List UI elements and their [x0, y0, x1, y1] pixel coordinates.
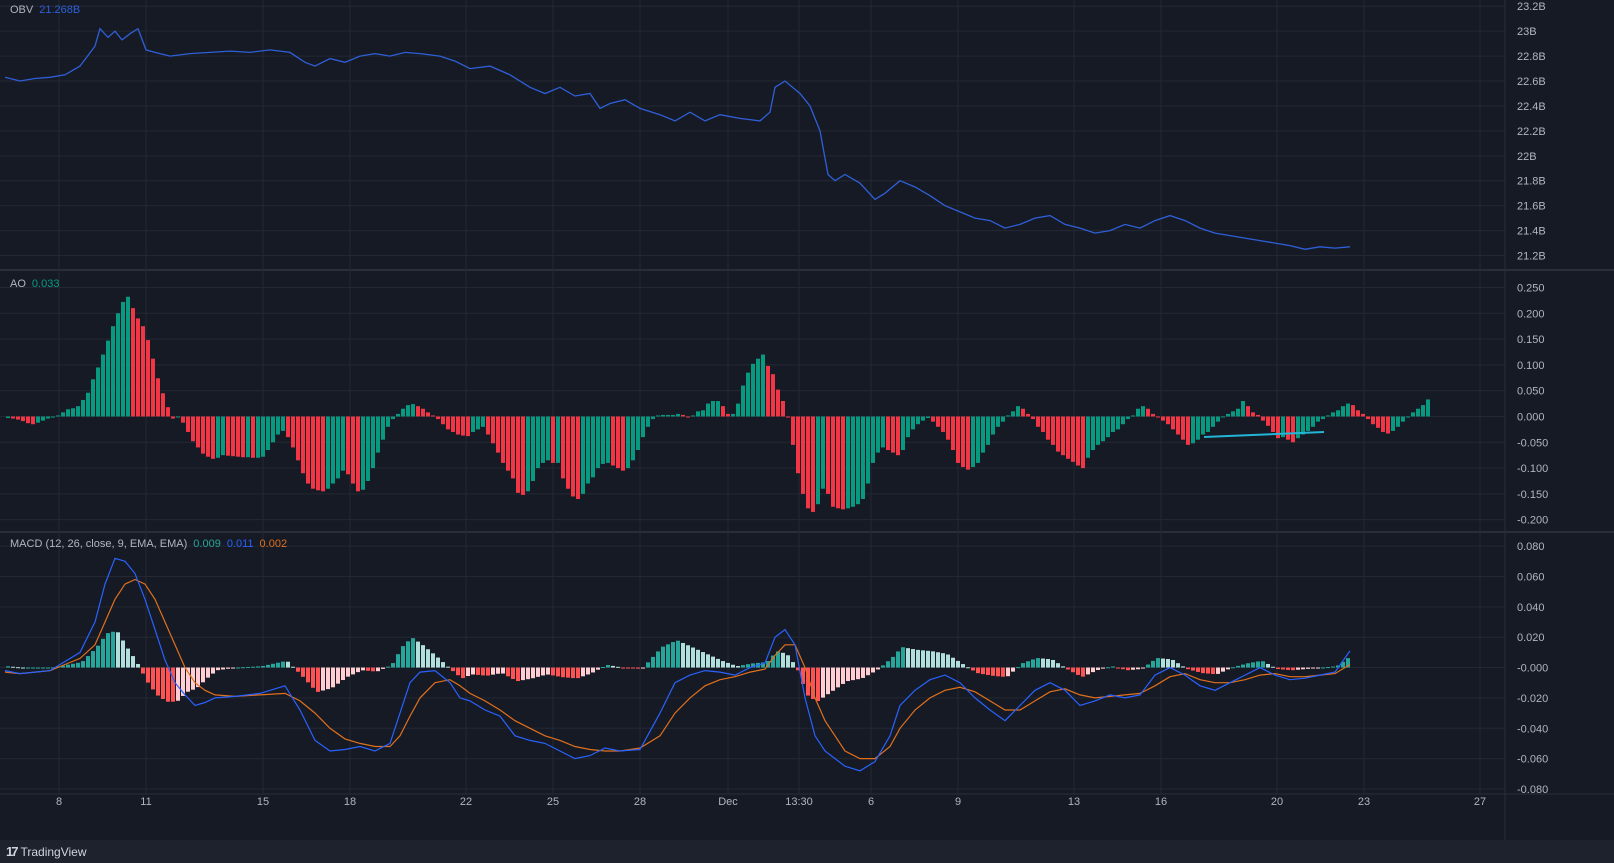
- macd-legend: MACD (12, 26, close, 9, EMA, EMA) 0.009 0.…: [10, 538, 293, 550]
- x-axis-tick: 23: [1358, 796, 1370, 808]
- macd-title: MACD (12, 26, close, 9, EMA, EMA): [10, 538, 188, 550]
- x-axis-tick: 22: [460, 796, 472, 808]
- y-axis-tick: 22.2B: [1517, 126, 1546, 138]
- y-axis-tick: 21.6B: [1517, 201, 1546, 213]
- tradingview-brand[interactable]: 17 TradingView: [6, 844, 87, 859]
- y-axis-tick: -0.080: [1517, 784, 1548, 796]
- x-axis-tick: 8: [56, 796, 62, 808]
- y-axis-tick: 21.8B: [1517, 176, 1546, 188]
- obv-line: [4, 27, 1351, 250]
- y-axis-tick: 21.2B: [1517, 251, 1546, 263]
- y-axis-tick: -0.020: [1517, 693, 1548, 705]
- x-axis-tick: 15: [257, 796, 269, 808]
- y-axis-tick: 23.2B: [1517, 1, 1546, 13]
- y-axis-tick: -0.040: [1517, 723, 1548, 735]
- y-axis-tick: -0.150: [1517, 489, 1548, 501]
- y-axis-tick: 22.4B: [1517, 101, 1546, 113]
- macd-signal-value: 0.002: [259, 538, 288, 550]
- ao-histogram: [6, 296, 1430, 512]
- x-axis-tick: 25: [547, 796, 559, 808]
- y-axis-tick: 0.150: [1517, 334, 1545, 346]
- y-axis-tick: -0.100: [1517, 463, 1548, 475]
- macd-histogram: [6, 631, 1350, 702]
- y-axis-tick: 0.250: [1517, 282, 1545, 294]
- y-axis-tick: 0.000: [1517, 411, 1545, 423]
- y-axis-tick: 0.020: [1517, 632, 1545, 644]
- obv-legend: OBV 21.268B: [10, 4, 86, 16]
- x-axis-tick: 18: [344, 796, 356, 808]
- x-axis-tick: 13: [1068, 796, 1080, 808]
- x-axis-tick: 9: [955, 796, 961, 808]
- x-axis-tick: 13:30: [785, 796, 813, 808]
- footer-bar: 17 TradingView: [0, 840, 1614, 863]
- brand-label: TradingView: [20, 844, 87, 859]
- x-axis-tick: 28: [634, 796, 646, 808]
- x-axis-tick: 16: [1155, 796, 1167, 808]
- obv-value: 21.268B: [39, 4, 81, 16]
- ao-value: 0.033: [31, 278, 60, 290]
- macd-hist-value: 0.009: [193, 538, 221, 550]
- y-axis-tick: 0.060: [1517, 571, 1545, 583]
- y-axis-tick: 0.080: [1517, 541, 1545, 553]
- y-axis-tick: 0.050: [1517, 386, 1545, 398]
- ao-legend: AO 0.033: [10, 278, 65, 290]
- chart-canvas[interactable]: 23.2B 23B 22.8B 22.6B 22.4B 22.2B 22B 21.8B 21.6…: [0, 0, 1614, 840]
- y-axis-tick: 22B: [1517, 151, 1537, 163]
- y-axis-tick: 22.8B: [1517, 51, 1546, 63]
- macd-line-value: 0.011: [226, 538, 254, 550]
- ao-title: AO: [10, 278, 26, 290]
- macd-line: [4, 557, 1351, 772]
- y-axis-tick: -0.060: [1517, 754, 1548, 766]
- y-axis-tick: -0.200: [1517, 515, 1548, 527]
- y-axis-tick: 21.4B: [1517, 226, 1546, 238]
- y-axis-tick: -0.000: [1517, 663, 1548, 675]
- x-axis-tick: Dec: [718, 796, 738, 808]
- tradingview-logo-icon: 17: [6, 844, 19, 859]
- divergence-trendline[interactable]: [1203, 431, 1325, 438]
- y-axis-tick: 0.100: [1517, 360, 1545, 372]
- signal-line: [4, 578, 1351, 760]
- x-axis-tick: 11: [140, 796, 151, 808]
- x-axis-tick: 20: [1271, 796, 1283, 808]
- x-axis-tick: 27: [1474, 796, 1486, 808]
- y-axis-tick: 23B: [1517, 26, 1537, 38]
- x-axis-tick: 6: [868, 796, 874, 808]
- obv-title: OBV: [10, 4, 34, 16]
- y-axis-tick: 0.200: [1517, 308, 1545, 320]
- y-axis-tick: 22.6B: [1517, 76, 1546, 88]
- y-axis-tick: 0.040: [1517, 602, 1545, 614]
- y-axis-tick: -0.050: [1517, 437, 1548, 449]
